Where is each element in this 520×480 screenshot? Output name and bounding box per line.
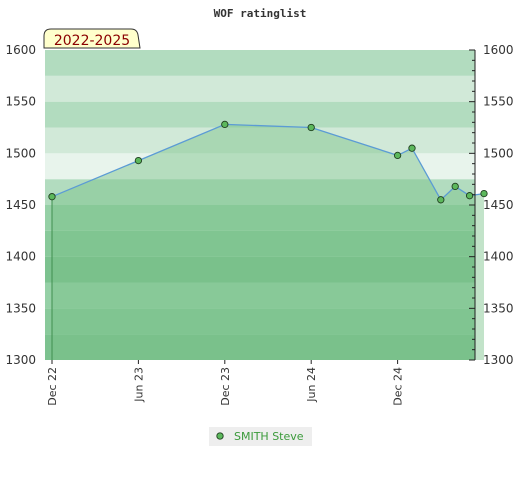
series-area [52, 124, 484, 361]
y-tick-label-right: 1350 [483, 301, 514, 315]
y-tick-label-right: 1550 [483, 95, 514, 109]
axes: 1300 1300 1350 1350 1400 1400 1450 1450 1500 1500… [5, 43, 513, 406]
y-tick-label-right: 1500 [483, 146, 514, 160]
grid-band [45, 179, 475, 205]
y-tick-label-right: 1600 [483, 43, 514, 57]
x-tick-label: Dec 23 [219, 367, 232, 406]
x-tick-label: Dec 22 [46, 367, 59, 406]
y-tick-label-left: 1350 [5, 301, 36, 315]
data-point [393, 151, 402, 160]
legend-box [209, 427, 312, 446]
data-point [480, 189, 488, 198]
grid-band [45, 334, 475, 360]
data-point [221, 120, 229, 129]
plot-area [48, 120, 488, 361]
y-tick-label-left: 1550 [5, 95, 36, 109]
grid-band [45, 127, 475, 154]
y-tick-label-left: 1600 [5, 43, 36, 57]
series-line [51, 123, 485, 201]
grid-band [45, 205, 475, 231]
chart-title: WOF ratinglist [214, 7, 307, 20]
data-point [437, 196, 445, 204]
grid-band [45, 282, 475, 309]
data-point [408, 144, 416, 152]
y-tick-label-left: 1400 [5, 250, 36, 264]
grid-band [45, 153, 475, 180]
data-point [134, 156, 143, 165]
badge-shape [43, 28, 141, 49]
grid-band [45, 50, 475, 76]
y-tick-label-left: 1300 [5, 353, 36, 367]
y-tick-label-left: 1500 [5, 146, 36, 160]
grid-band [45, 230, 475, 257]
x-tick-label: Jun 24 [305, 367, 318, 403]
y-tick-label-left: 1450 [5, 198, 36, 212]
grid-band [45, 256, 475, 283]
grid-band [45, 75, 475, 102]
legend-label: SMITH Steve [234, 430, 304, 443]
data-point [451, 182, 459, 191]
y-tick-label-right: 1300 [483, 353, 514, 367]
grid-band [45, 308, 475, 335]
data-point [48, 193, 56, 201]
badge-label: 2022-2025 [54, 33, 130, 49]
background-bands [45, 50, 475, 360]
x-tick-label: Jun 23 [132, 367, 145, 403]
data-point [465, 192, 474, 200]
data-point [307, 123, 315, 132]
y-tick-label-right: 1400 [483, 250, 514, 264]
y-tick-label-right: 1450 [483, 198, 514, 212]
legend: SMITH Steve [209, 427, 312, 446]
legend-marker [216, 432, 224, 440]
grid-band [45, 101, 475, 128]
x-tick-label: Dec 24 [392, 367, 405, 406]
period-badge: 2022-2025 [43, 28, 141, 49]
